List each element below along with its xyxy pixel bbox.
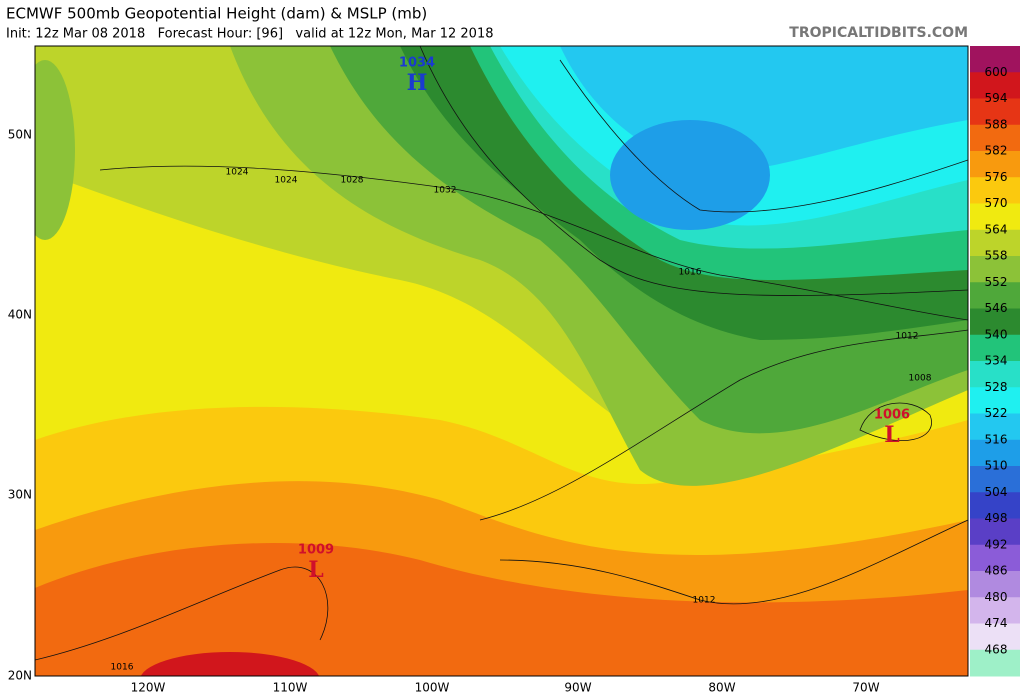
- colorbar-swatch: [970, 203, 1020, 231]
- isobar: [419, 46, 968, 296]
- colorbar-label: 522: [985, 406, 1008, 420]
- colorbar-swatch: [970, 492, 1020, 519]
- isobar: [859, 402, 932, 442]
- colorbar-label: 570: [985, 196, 1008, 210]
- lon-label: 80W: [708, 681, 735, 695]
- lon-label: 100W: [415, 681, 450, 695]
- colorbar-swatch: [970, 177, 1020, 204]
- colorbar-label: 600: [985, 65, 1008, 79]
- pressure-value: 1034: [399, 56, 435, 71]
- colorbar-swatch: [970, 571, 1020, 598]
- colorbar-swatch: [970, 151, 1020, 178]
- colorbar-label: 492: [985, 537, 1008, 551]
- colorbar-label: 528: [985, 380, 1008, 394]
- colorbar-label: 552: [985, 275, 1008, 289]
- colorbar-swatch: [970, 308, 1020, 336]
- lon-label: 90W: [564, 681, 591, 695]
- pressure-symbol: L: [884, 422, 899, 448]
- colorbar-label: 474: [985, 616, 1008, 630]
- colorbar-swatch: [970, 518, 1020, 546]
- lat-label: 40N: [8, 308, 32, 322]
- contour-label: 1032: [434, 186, 457, 196]
- colorbar-swatch: [970, 72, 1020, 99]
- colorbar-label: 468: [985, 642, 1008, 656]
- colorbar-swatch: [970, 544, 1020, 572]
- colorbar-swatch: [970, 649, 1020, 677]
- colorbar-label: 534: [985, 354, 1008, 368]
- contour-label: 1024: [226, 168, 249, 178]
- colorbar-swatch: [970, 413, 1020, 441]
- colorbar-swatch: [970, 124, 1020, 152]
- lon-label: 120W: [131, 681, 166, 695]
- colorbar-label: 480: [985, 590, 1008, 604]
- lat-label: 50N: [8, 128, 32, 142]
- map-frame: [34, 45, 969, 677]
- colorbar-swatch: [970, 387, 1020, 414]
- pressure-symbol: L: [308, 557, 323, 583]
- isobar: [499, 519, 968, 605]
- colorbar-label: 564: [985, 222, 1008, 236]
- colorbar-label: 498: [985, 511, 1008, 525]
- contour-label: 1012: [896, 332, 919, 342]
- colorbar-swatch: [970, 439, 1020, 467]
- isobar: [479, 329, 968, 521]
- colorbar-swatch: [970, 229, 1020, 257]
- contour-label: 1008: [909, 374, 932, 384]
- colorbar-label: 558: [985, 249, 1008, 263]
- colorbar-label: 594: [985, 91, 1008, 105]
- contour-label: 1024: [275, 176, 298, 186]
- map: 50N 40N 30N 20N 120W 110W 100W 90W 80W 7…: [8, 45, 969, 695]
- isobar: [559, 59, 968, 213]
- source: TROPICALTIDBITS.COM: [789, 25, 968, 41]
- colorbar-label: 546: [985, 301, 1008, 315]
- lon-label: 70W: [852, 681, 879, 695]
- band: [610, 120, 770, 230]
- colorbar-swatch: [970, 361, 1020, 388]
- contour-label: 1028: [341, 176, 364, 186]
- lat-label: 30N: [8, 488, 32, 502]
- colorbar-label: 510: [985, 459, 1008, 473]
- lat-label: 20N: [8, 669, 32, 683]
- colorbar-swatch: [970, 98, 1020, 126]
- colorbar: 600 594 588 582 576 570 564 558 552 546 540 534 528 5…: [970, 46, 1020, 677]
- colorbar-swatch: [970, 466, 1020, 493]
- colorbar-swatch: [970, 597, 1020, 624]
- contour-label: 1016: [111, 663, 134, 673]
- colorbar-label: 486: [985, 564, 1008, 578]
- colorbar-swatch: [970, 256, 1020, 283]
- pressure-value: 1006: [874, 408, 910, 423]
- colorbar-label: 540: [985, 327, 1008, 341]
- isobar: [99, 165, 968, 321]
- colorbar-swatch: [970, 46, 1020, 73]
- pressure-symbol: H: [407, 70, 428, 96]
- subtitle: Init: 12z Mar 08 2018 Forecast Hour: [96…: [6, 27, 493, 42]
- colorbar-label: 582: [985, 144, 1008, 158]
- band: [140, 652, 320, 676]
- colorbar-swatch: [970, 334, 1020, 362]
- colorbar-label: 576: [985, 170, 1008, 184]
- band: [35, 60, 75, 240]
- lon-label: 110W: [273, 681, 308, 695]
- colorbar-label: 588: [985, 117, 1008, 131]
- pressure-value: 1009: [298, 543, 334, 558]
- colorbar-label: 504: [985, 485, 1008, 499]
- colorbar-label: 516: [985, 432, 1008, 446]
- contour-label: 1012: [693, 596, 716, 606]
- colorbar-swatch: [970, 282, 1020, 309]
- contour-label: 1016: [679, 268, 702, 278]
- colorbar-swatch: [970, 623, 1020, 651]
- title: ECMWF 500mb Geopotential Height (dam) & …: [6, 5, 427, 23]
- isobar: [35, 566, 329, 661]
